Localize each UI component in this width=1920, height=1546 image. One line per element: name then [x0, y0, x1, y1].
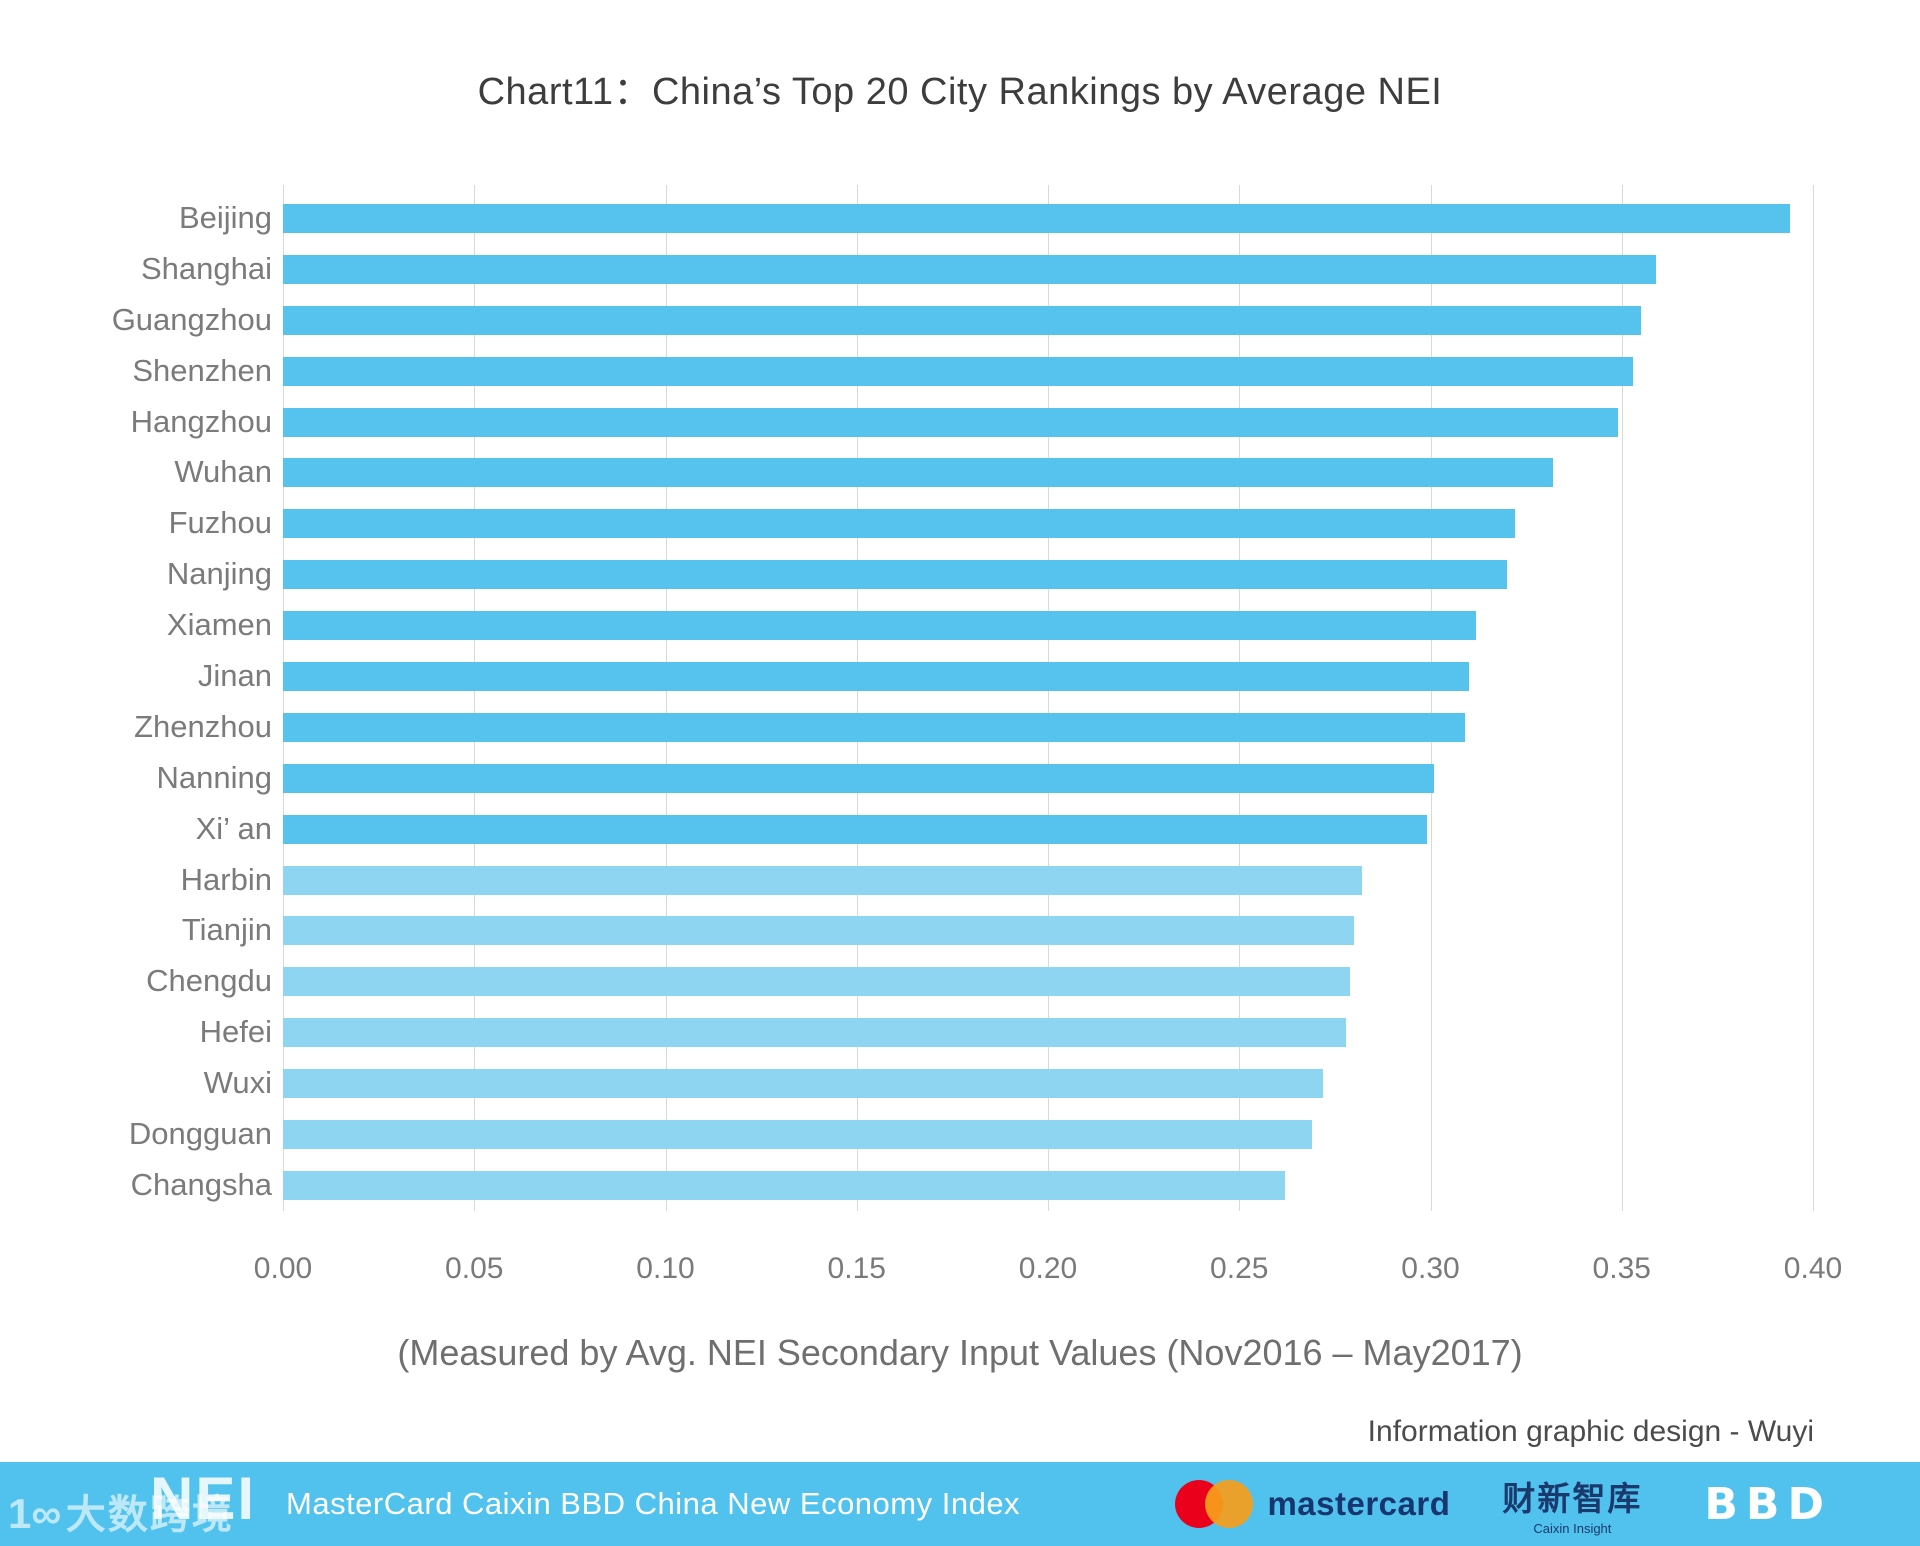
mastercard-logo: mastercard — [1175, 1480, 1450, 1528]
bar-row — [283, 244, 1813, 295]
x-tick-label: 0.20 — [1018, 1252, 1078, 1285]
bar — [283, 661, 1469, 691]
x-tick-label: 0.05 — [445, 1252, 504, 1285]
plot-area — [283, 185, 1814, 1211]
category-label: Shenzhen — [132, 352, 272, 388]
bar — [283, 305, 1641, 335]
bar-row — [283, 905, 1813, 956]
mastercard-circles-icon — [1175, 1480, 1254, 1528]
y-axis-labels: Beijing Shanghai Guangzhou Shenzhen Hangzhou… — [0, 193, 272, 1211]
category-label: Fuzhou — [168, 505, 272, 541]
x-tick-label: 0.30 — [1401, 1252, 1460, 1285]
bar-row — [283, 1160, 1813, 1211]
gridline — [1621, 185, 1623, 1211]
category-label: Nanning — [156, 759, 272, 795]
bbd-logo: BBD — [1704, 1478, 1832, 1530]
bar-row — [283, 1007, 1813, 1058]
bar — [283, 203, 1791, 233]
bar — [283, 1170, 1286, 1200]
gridline — [283, 185, 284, 1211]
bar — [283, 560, 1507, 590]
nei-logo-group: NEI 1∞ 大数跨境 — [0, 1462, 258, 1546]
category-label: Beijing — [178, 200, 272, 235]
watermark-text: 大数跨境 — [65, 1493, 234, 1537]
category-label: Wuxi — [203, 1065, 272, 1101]
mastercard-wordmark: mastercard — [1267, 1485, 1451, 1522]
gridline — [1239, 185, 1241, 1211]
bar — [283, 1069, 1324, 1099]
gridline — [665, 185, 667, 1211]
bar-row — [283, 346, 1813, 397]
gridline — [1813, 185, 1814, 1211]
bar — [283, 254, 1657, 284]
bar — [283, 967, 1351, 997]
page-title: Chart11：China’s Top 20 City Rankings by … — [477, 71, 1443, 113]
bar — [283, 1119, 1312, 1149]
category-label: Nanjing — [166, 556, 272, 592]
bar-row — [283, 549, 1813, 600]
x-axis: 0.00 0.05 0.10 0.15 0.20 0.25 0.30 0.35 0.40 — [254, 1252, 1842, 1292]
watermark: 1∞ 大数跨境 — [8, 1482, 234, 1540]
category-label: Zhenzhou — [134, 708, 272, 744]
category-label: Wuhan — [174, 454, 272, 490]
x-tick-label: 0.10 — [636, 1252, 695, 1285]
category-label: Changsha — [130, 1166, 272, 1202]
caixin-logo: 财新智库 Caixin Insight — [1502, 1472, 1642, 1536]
category-label: Xi’ an — [195, 810, 272, 846]
bar-row — [283, 855, 1813, 906]
bar-row — [283, 702, 1813, 753]
category-label: Harbin — [180, 861, 272, 897]
x-axis-caption: (Measured by Avg. NEI Secondary Input Va… — [397, 1332, 1523, 1373]
bar-row — [283, 1109, 1813, 1160]
x-tick-label: 0.25 — [1210, 1252, 1269, 1285]
watermark-mark-icon: 1∞ — [8, 1490, 62, 1537]
nei-logo: NEI — [150, 1465, 257, 1532]
category-label: Tianjin — [181, 912, 272, 948]
bar-row — [283, 753, 1813, 804]
gridline — [474, 185, 476, 1211]
bar-row — [283, 193, 1813, 244]
x-tick-label: 0.40 — [1783, 1252, 1843, 1285]
bar-row — [283, 1058, 1813, 1109]
bar — [283, 509, 1515, 539]
category-label: Jinan — [197, 658, 272, 694]
bar — [283, 712, 1465, 742]
footer-bar: NEI 1∞ 大数跨境 MasterCard Caixin BBD China … — [0, 1462, 1920, 1546]
gridline — [1048, 185, 1049, 1211]
credit-text: Information graphic design - Wuyi — [1367, 1415, 1814, 1448]
bar-row — [283, 498, 1813, 549]
category-label: Shanghai — [140, 250, 272, 286]
gridline — [1430, 185, 1432, 1211]
bar-row — [283, 447, 1813, 498]
caixin-subtext: Caixin Insight — [1533, 1521, 1612, 1536]
x-tick-label: 0.15 — [827, 1252, 886, 1285]
bar-row — [283, 295, 1813, 346]
caixin-wordmark: 财新智库 — [1502, 1480, 1643, 1517]
bar — [283, 611, 1477, 641]
bar-row — [283, 651, 1813, 702]
bar — [283, 763, 1435, 793]
category-label: Guangzhou — [111, 301, 272, 337]
bar — [283, 916, 1354, 946]
category-label: Xiamen — [166, 607, 272, 643]
bar-row — [283, 956, 1813, 1007]
bar — [283, 407, 1618, 437]
category-label: Chengdu — [146, 963, 272, 999]
footer-title: MasterCard Caixin BBD China New Economy … — [286, 1486, 1021, 1521]
bars-container — [283, 193, 1813, 1211]
x-tick-label: 0.00 — [253, 1252, 313, 1285]
bar — [283, 1018, 1347, 1048]
bar — [283, 356, 1634, 386]
category-label: Hangzhou — [130, 403, 272, 439]
bar-row — [283, 600, 1813, 651]
category-label: Dongguan — [128, 1116, 272, 1152]
bar-row — [283, 397, 1813, 448]
bar-row — [283, 804, 1813, 855]
x-tick-label: 0.35 — [1592, 1252, 1651, 1285]
bar — [283, 814, 1427, 844]
category-label: Hefei — [199, 1014, 272, 1050]
bar — [283, 865, 1362, 895]
bar — [283, 458, 1553, 488]
gridline — [856, 185, 858, 1211]
